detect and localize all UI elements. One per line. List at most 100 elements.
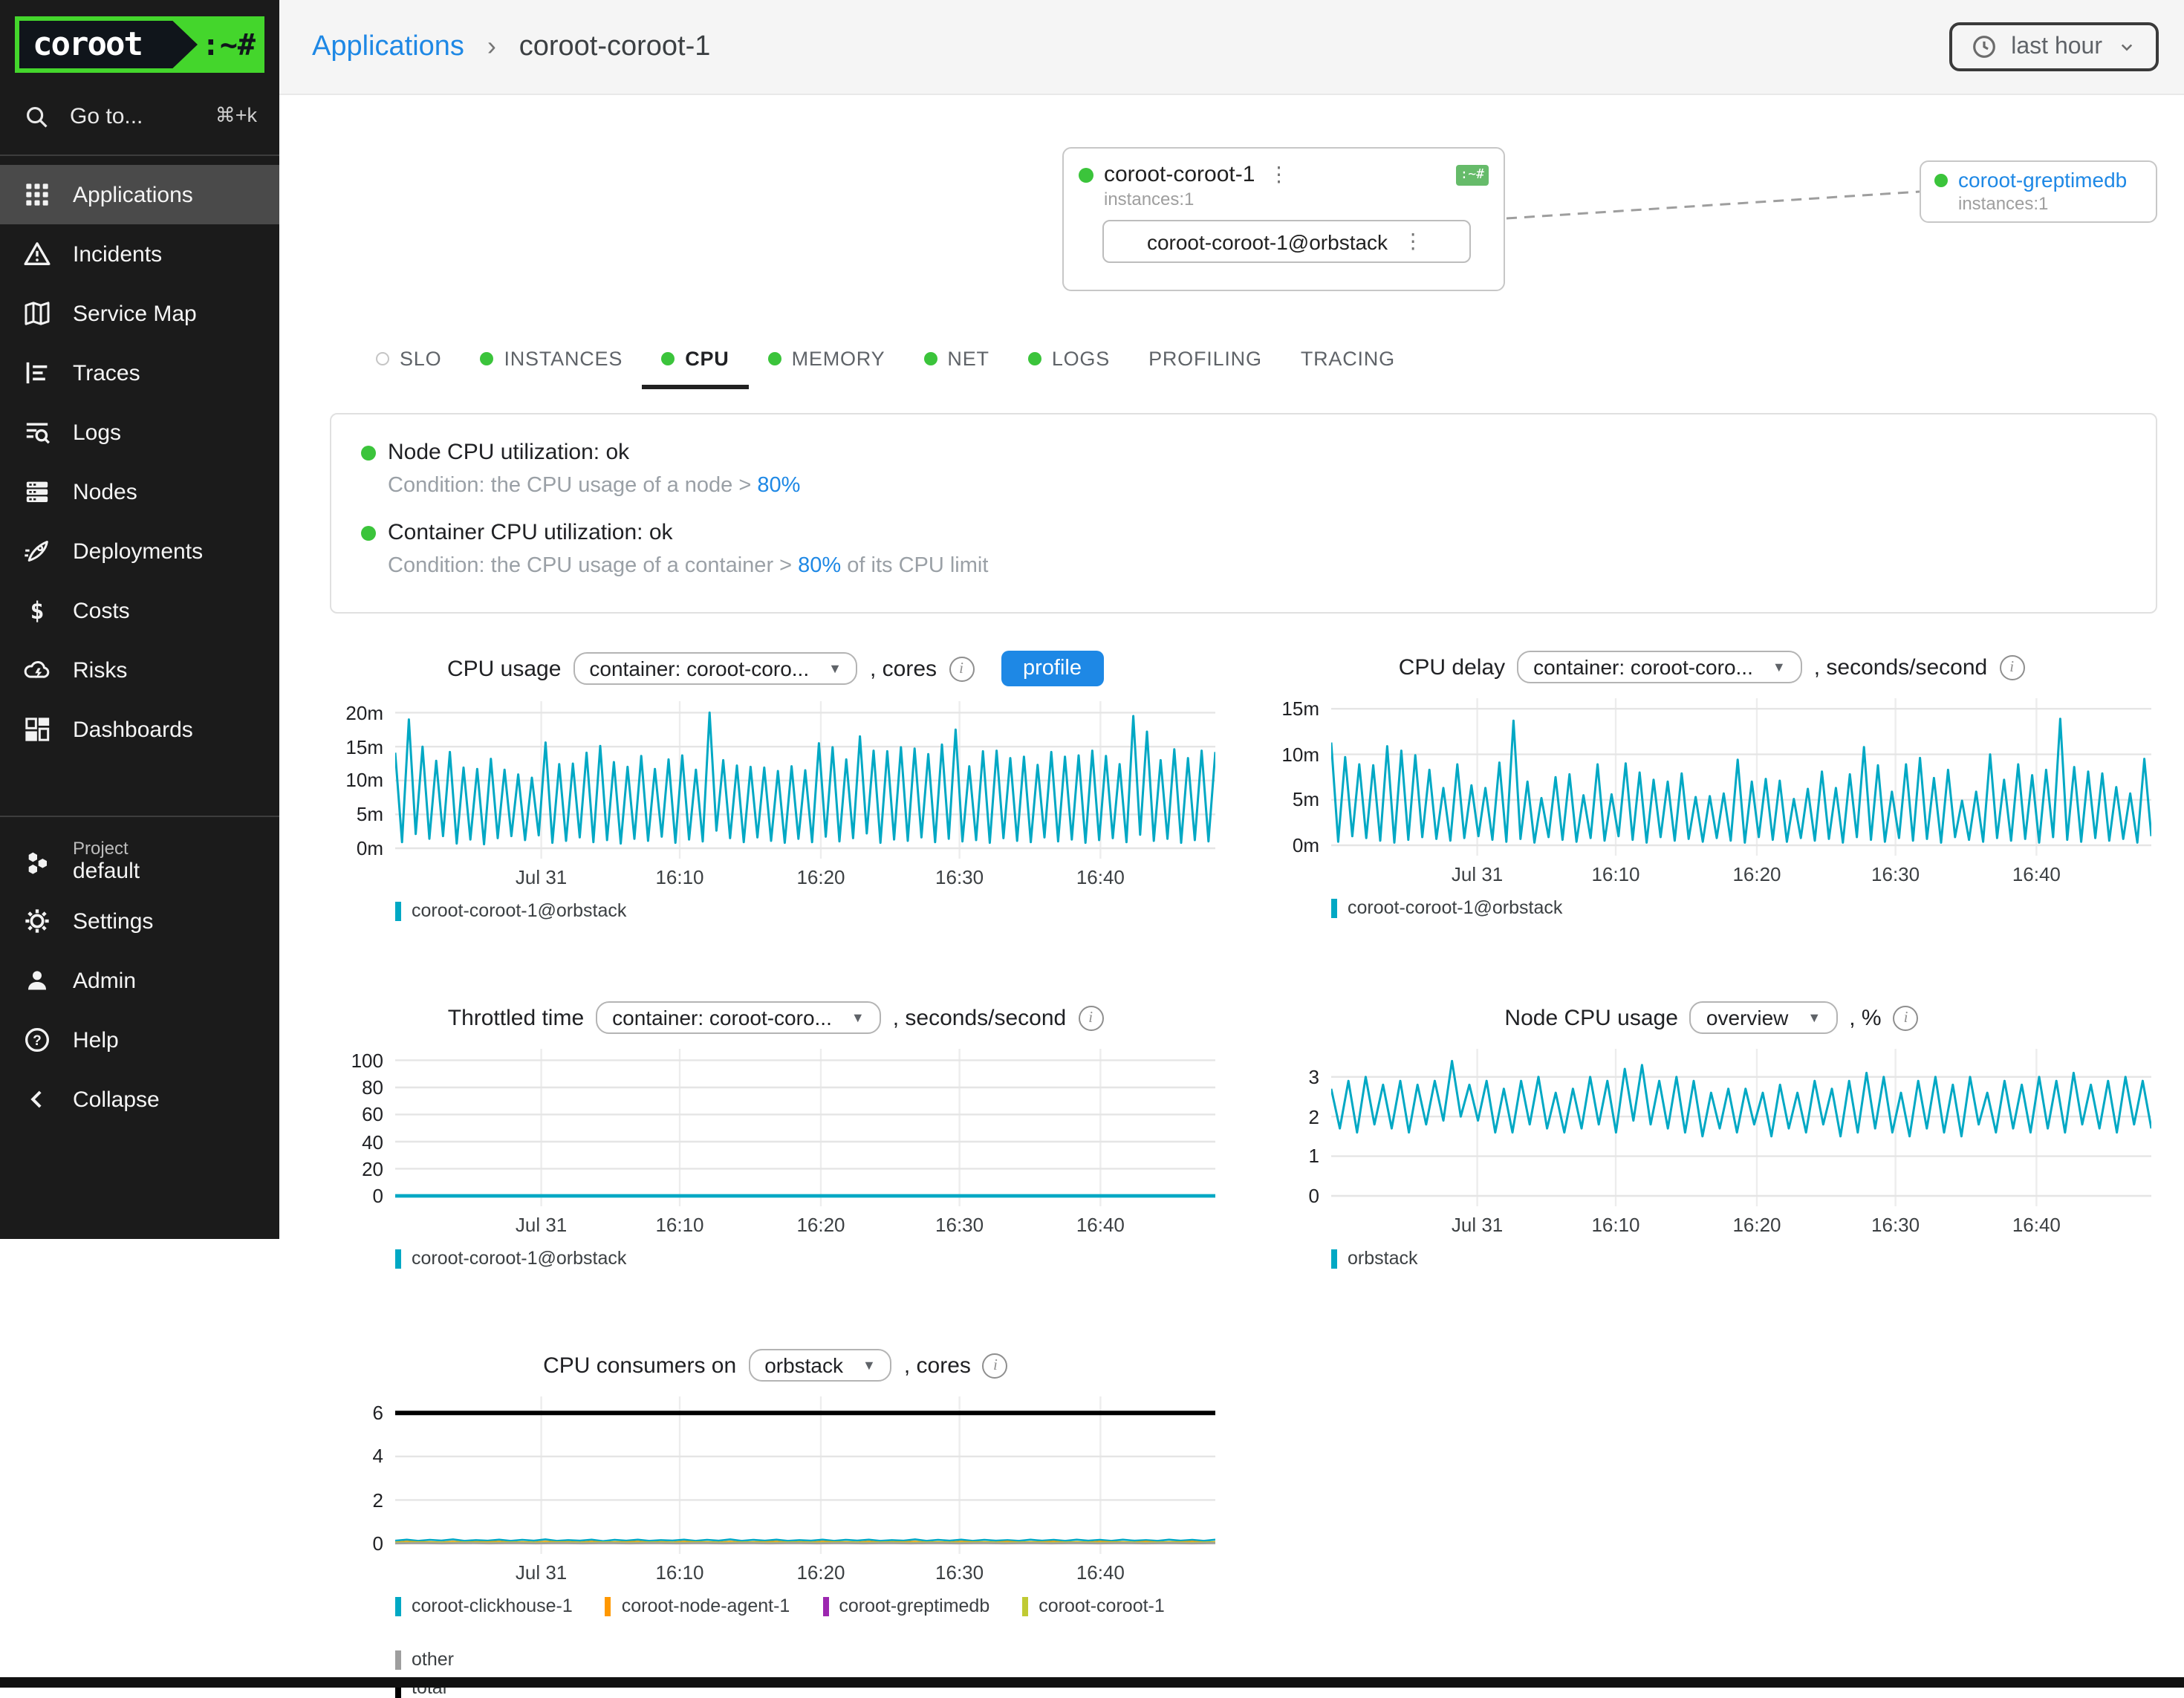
series-selector[interactable]: overview▼ <box>1690 1001 1837 1034</box>
time-range-picker[interactable]: last hour <box>1949 22 2159 71</box>
tab-label: LOGS <box>1052 348 1110 370</box>
help-icon: ? <box>22 1025 52 1055</box>
chart-title: CPU consumers on <box>543 1353 736 1378</box>
coroot-logo[interactable]: coroot :~# <box>15 16 264 73</box>
tab-tracing[interactable]: TRACING <box>1281 333 1414 389</box>
sidebar-item-label: Deployments <box>73 539 203 564</box>
sidebar-item-label: Collapse <box>73 1087 160 1112</box>
chart-units: , seconds/second <box>1814 654 1988 680</box>
map-icon <box>22 299 52 328</box>
kebab-menu-icon[interactable]: ⋮ <box>1400 229 1426 254</box>
apps-icon <box>22 180 52 209</box>
sidebar-item-traces[interactable]: Traces <box>0 343 279 403</box>
legend-item-orbstack[interactable]: orbstack <box>1331 1248 1418 1269</box>
series-selector[interactable]: container: coroot-coro...▼ <box>1517 651 1802 683</box>
threshold-link[interactable]: 80% <box>798 554 841 578</box>
sidebar-project[interactable]: Project default <box>0 826 279 891</box>
tab-instances[interactable]: INSTANCES <box>461 333 642 389</box>
sidebar: coroot :~# Go to... ⌘+k Applications Inci… <box>0 0 279 1239</box>
sidebar-item-costs[interactable]: $Costs <box>0 581 279 640</box>
tab-slo[interactable]: SLO <box>357 333 461 389</box>
app-card-coroot-coroot-1[interactable]: coroot-coroot-1 ⋮ :~# instances:1 coroot… <box>1062 147 1505 291</box>
caret-down-icon: ▼ <box>828 661 842 676</box>
legend-item-coroot-coroot-1[interactable]: coroot-coroot-1 <box>1022 1595 1165 1616</box>
sidebar-item-collapse[interactable]: Collapse <box>0 1070 279 1129</box>
report-tabs: SLOINSTANCESCPUMEMORYNET LOGS PROFILING TRA… <box>357 333 2184 389</box>
sidebar-item-deployments[interactable]: Deployments <box>0 521 279 581</box>
legend-label: coroot-clickhouse-1 <box>412 1595 573 1616</box>
chart-title: Throttled time <box>448 1005 584 1030</box>
series-selector[interactable]: container: coroot-coro...▼ <box>573 652 858 685</box>
sidebar-item-settings[interactable]: Settings <box>0 891 279 951</box>
info-icon[interactable]: i <box>1078 1005 1103 1030</box>
x-tick-label: 16:20 <box>776 1561 865 1584</box>
tab-net[interactable]: NET <box>904 333 1008 389</box>
y-tick-label: 15m <box>1281 697 1319 720</box>
legend-item-coroot-clickhouse-1[interactable]: coroot-clickhouse-1 <box>395 1595 573 1616</box>
caret-down-icon: ▼ <box>1772 660 1786 674</box>
sidebar-item-dashboards[interactable]: Dashboards <box>0 700 279 759</box>
info-icon[interactable]: i <box>1894 1005 1919 1030</box>
instance-row[interactable]: coroot-coroot-1@orbstack ⋮ <box>1102 220 1471 263</box>
node-selector[interactable]: orbstack▼ <box>748 1349 892 1382</box>
x-tick-label: 16:30 <box>915 866 1004 888</box>
sidebar-item-applications[interactable]: Applications <box>0 165 279 224</box>
legend-item-other[interactable]: other <box>395 1649 454 1670</box>
info-icon[interactable]: i <box>1999 654 2024 680</box>
y-tick-label: 1 <box>1309 1145 1319 1168</box>
sidebar-item-admin[interactable]: Admin <box>0 951 279 1010</box>
plot-area <box>1331 698 2151 856</box>
sidebar-item-risks[interactable]: Risks <box>0 640 279 700</box>
x-tick-label: 16:40 <box>1056 1561 1145 1584</box>
breadcrumb-applications-link[interactable]: Applications <box>312 30 464 62</box>
sidebar-item-label: Applications <box>73 182 193 207</box>
legend-row: coroot-clickhouse-1 coroot-node-agent-1 co… <box>395 1595 1221 1670</box>
y-tick-label: 20m <box>345 701 383 723</box>
sidebar-item-help[interactable]: ?Help <box>0 1010 279 1070</box>
legend-label: orbstack <box>1348 1248 1418 1269</box>
series-selector[interactable]: container: coroot-coro...▼ <box>596 1001 881 1034</box>
legend-label: coroot-coroot-1@orbstack <box>1348 897 1562 918</box>
dollar-icon: $ <box>22 596 52 625</box>
plot-canvas <box>1331 698 2151 856</box>
check-node-cpu-utilization: Node CPU utilization: ok Condition: the … <box>361 440 2126 498</box>
sidebar-item-service-map[interactable]: Service Map <box>0 284 279 343</box>
sidebar-item-label: Nodes <box>73 479 137 504</box>
legend-swatch <box>395 1650 401 1669</box>
legend-row: coroot-coroot-1@orbstack <box>395 900 1221 921</box>
chart-throttled-time: Throttled time container: coroot-coro...… <box>330 1001 1221 1269</box>
legend-item-coroot-node-agent-1[interactable]: coroot-node-agent-1 <box>605 1595 790 1616</box>
top-header: Applications › coroot-coroot-1 last hour <box>279 0 2184 95</box>
kebab-menu-icon[interactable]: ⋮ <box>1265 162 1292 187</box>
x-axis-labels: Jul 3116:1016:2016:3016:40 <box>395 859 1221 888</box>
goto-search[interactable]: Go to... ⌘+k <box>0 92 279 140</box>
threshold-link[interactable]: 80% <box>757 474 800 498</box>
legend-item-coroot-coroot-1-orbstack[interactable]: coroot-coroot-1@orbstack <box>395 1248 626 1269</box>
app-card-coroot-greptimedb[interactable]: coroot-greptimedb instances:1 <box>1920 160 2157 223</box>
tab-cpu[interactable]: CPU <box>642 333 748 389</box>
sidebar-item-incidents[interactable]: Incidents <box>0 224 279 284</box>
tab-profiling[interactable]: PROFILING <box>1129 333 1281 389</box>
tab-logs[interactable]: LOGS <box>1009 333 1129 389</box>
tab-label: TRACING <box>1301 348 1395 370</box>
y-tick-label: 0m <box>1293 834 1319 856</box>
x-tick-label: 16:10 <box>635 866 724 888</box>
status-ok-dot <box>361 445 376 460</box>
check-condition: Condition: the CPU usage of a node > 80% <box>388 474 2126 498</box>
info-icon[interactable]: i <box>983 1353 1008 1378</box>
tab-memory[interactable]: MEMORY <box>749 333 905 389</box>
sidebar-item-nodes[interactable]: Nodes <box>0 462 279 521</box>
x-tick-label: 16:20 <box>776 866 865 888</box>
legend-item-coroot-greptimedb[interactable]: coroot-greptimedb <box>822 1595 989 1616</box>
plot-canvas <box>395 1049 1215 1206</box>
profile-button[interactable]: profile <box>1001 651 1104 686</box>
tab-status-dot <box>661 352 675 365</box>
legend-item-coroot-coroot-1-orbstack[interactable]: coroot-coroot-1@orbstack <box>1331 897 1562 918</box>
y-tick-label: 80 <box>362 1076 383 1099</box>
legend-item-coroot-coroot-1-orbstack[interactable]: coroot-coroot-1@orbstack <box>395 900 626 921</box>
y-axis-labels: 20m15m10m5m0m <box>330 701 395 859</box>
linked-app-link[interactable]: coroot-greptimedb <box>1958 168 2127 192</box>
sidebar-item-logs[interactable]: Logs <box>0 403 279 462</box>
chart-node-cpu-usage: Node CPU usage overview▼ , % i 3210 Jul … <box>1266 1001 2157 1269</box>
info-icon[interactable]: i <box>949 656 974 681</box>
